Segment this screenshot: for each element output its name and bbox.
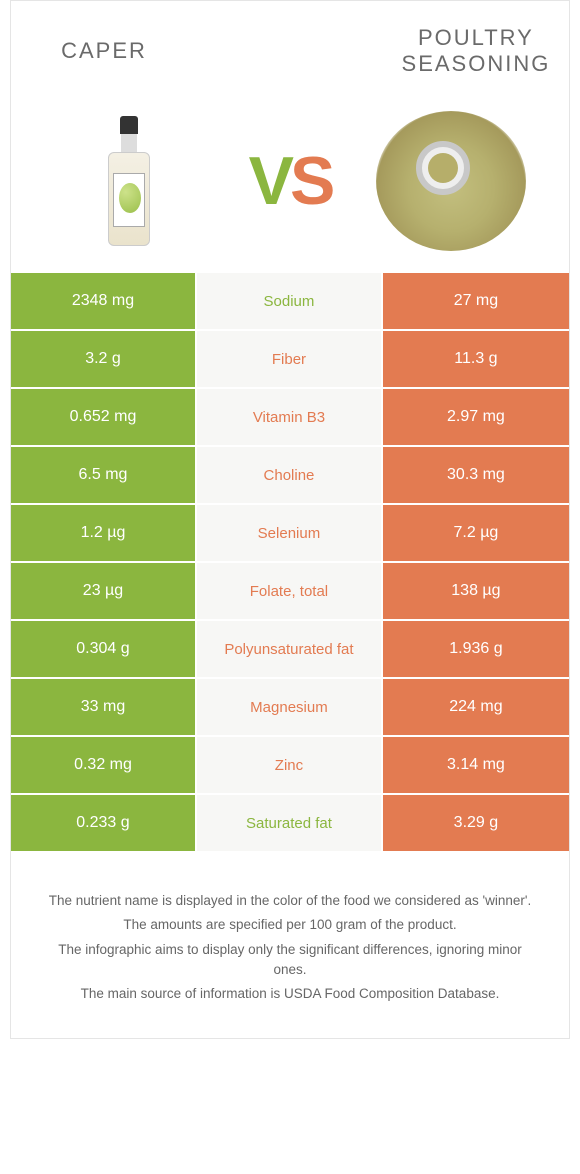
right-value: 7.2 µg <box>383 505 569 561</box>
footer-line-2: The amounts are specified per 100 gram o… <box>41 915 539 935</box>
vs-label: VS <box>249 142 332 220</box>
left-value: 6.5 mg <box>11 447 197 503</box>
nutrient-table: 2348 mgSodium27 mg3.2 gFiber11.3 g0.652 … <box>11 271 569 851</box>
right-value: 11.3 g <box>383 331 569 387</box>
nutrient-label: Zinc <box>197 737 383 793</box>
image-row: VS <box>11 101 569 271</box>
right-value: 224 mg <box>383 679 569 735</box>
table-row: 0.304 gPolyunsaturated fat1.936 g <box>11 619 569 677</box>
right-value: 27 mg <box>383 273 569 329</box>
table-row: 3.2 gFiber11.3 g <box>11 329 569 387</box>
nutrient-label: Selenium <box>197 505 383 561</box>
table-row: 2348 mgSodium27 mg <box>11 271 569 329</box>
nutrient-label: Polyunsaturated fat <box>197 621 383 677</box>
left-value: 33 mg <box>11 679 197 735</box>
footer-line-3: The infographic aims to display only the… <box>41 940 539 981</box>
nutrient-label: Sodium <box>197 273 383 329</box>
left-value: 3.2 g <box>11 331 197 387</box>
right-value: 3.14 mg <box>383 737 569 793</box>
title-row: CAPER POULTRY SEASONING <box>11 1 569 101</box>
right-value: 30.3 mg <box>383 447 569 503</box>
powder-illustration <box>376 111 526 251</box>
table-row: 0.652 mgVitamin B32.97 mg <box>11 387 569 445</box>
table-row: 0.32 mgZinc3.14 mg <box>11 735 569 793</box>
left-value: 2348 mg <box>11 273 197 329</box>
left-value: 1.2 µg <box>11 505 197 561</box>
vs-s: S <box>290 143 331 219</box>
bottle-illustration <box>108 116 150 246</box>
poultry-seasoning-image <box>376 106 526 256</box>
table-row: 6.5 mgCholine30.3 mg <box>11 445 569 503</box>
table-row: 1.2 µgSelenium7.2 µg <box>11 503 569 561</box>
left-value: 0.304 g <box>11 621 197 677</box>
right-value: 3.29 g <box>383 795 569 851</box>
nutrient-label: Saturated fat <box>197 795 383 851</box>
right-title: POULTRY SEASONING <box>383 15 569 88</box>
vs-v: V <box>249 143 290 219</box>
nutrient-label: Choline <box>197 447 383 503</box>
left-value: 23 µg <box>11 563 197 619</box>
footer-line-1: The nutrient name is displayed in the co… <box>41 891 539 911</box>
table-row: 23 µgFolate, total138 µg <box>11 561 569 619</box>
table-row: 33 mgMagnesium224 mg <box>11 677 569 735</box>
left-value: 0.233 g <box>11 795 197 851</box>
right-value: 1.936 g <box>383 621 569 677</box>
nutrient-label: Magnesium <box>197 679 383 735</box>
footer-line-4: The main source of information is USDA F… <box>41 984 539 1004</box>
right-value: 138 µg <box>383 563 569 619</box>
nutrient-label: Vitamin B3 <box>197 389 383 445</box>
caper-image <box>54 106 204 256</box>
nutrient-label: Fiber <box>197 331 383 387</box>
left-value: 0.32 mg <box>11 737 197 793</box>
nutrient-label: Folate, total <box>197 563 383 619</box>
title-spacer <box>197 41 383 61</box>
left-title: CAPER <box>11 28 197 74</box>
left-value: 0.652 mg <box>11 389 197 445</box>
table-row: 0.233 gSaturated fat3.29 g <box>11 793 569 851</box>
right-value: 2.97 mg <box>383 389 569 445</box>
comparison-card: CAPER POULTRY SEASONING VS 2348 mgSodium… <box>10 0 570 1039</box>
footer-notes: The nutrient name is displayed in the co… <box>11 851 569 1038</box>
